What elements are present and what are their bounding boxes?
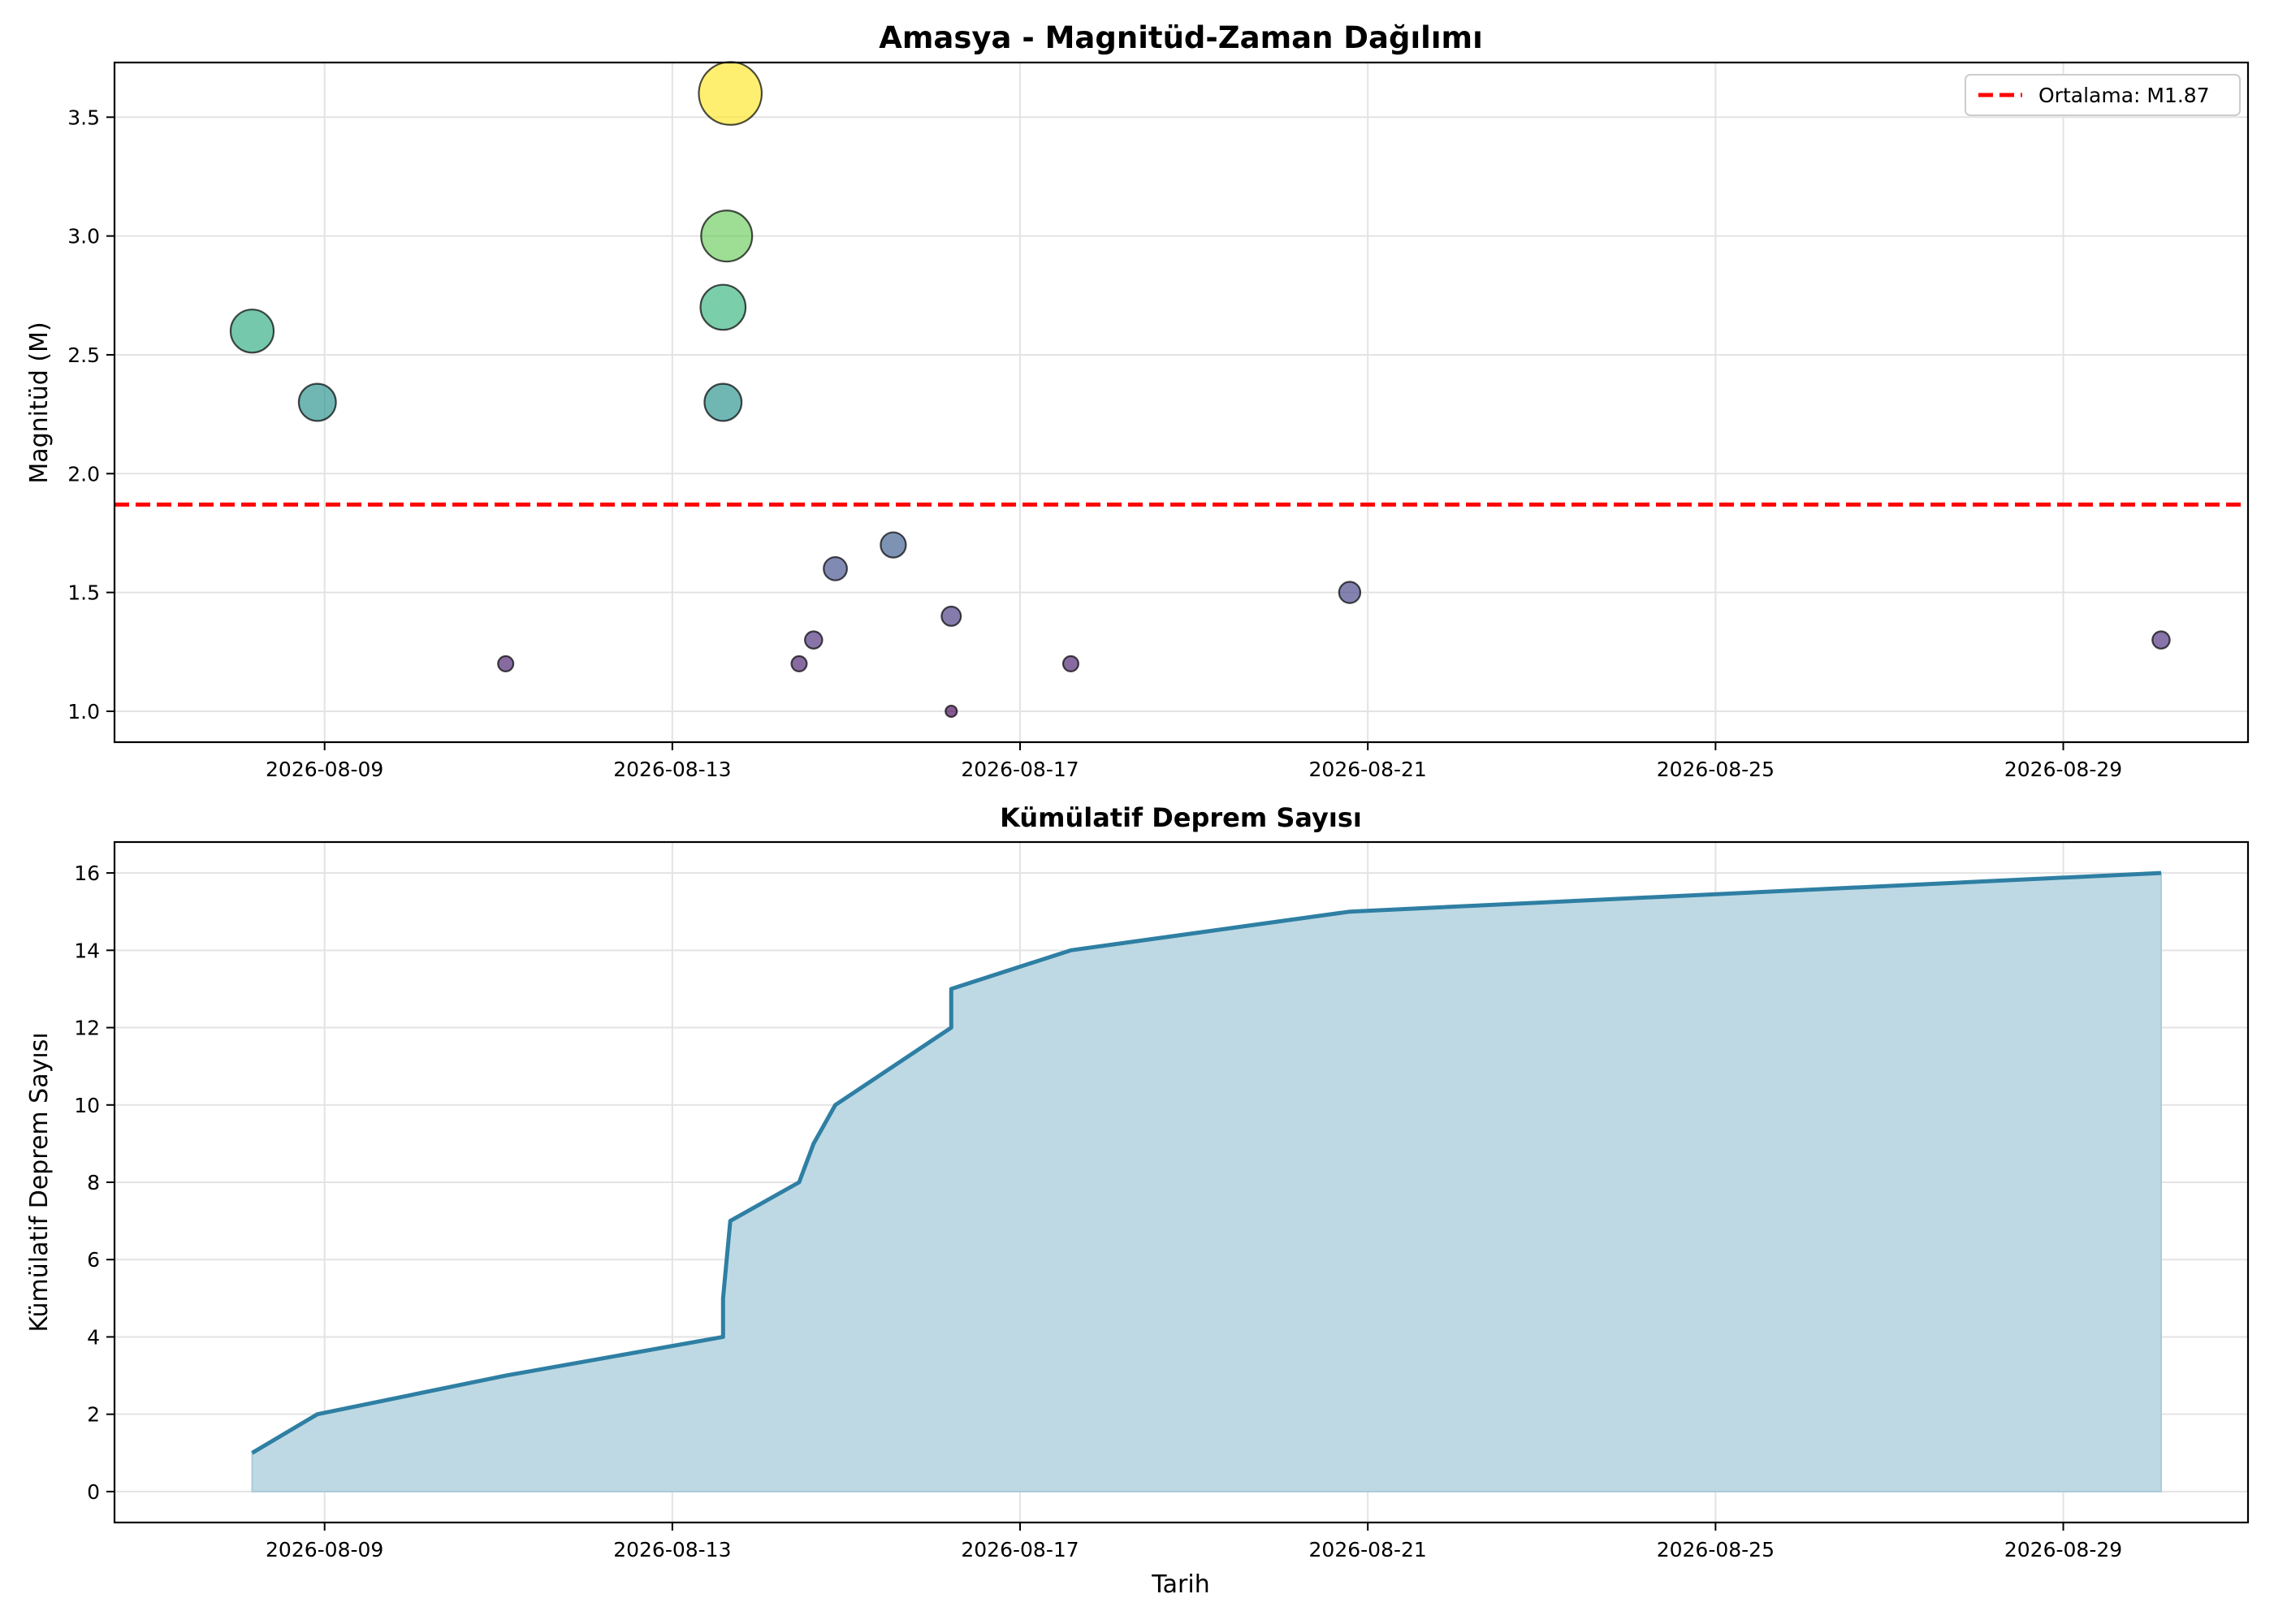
magnitude-x-tick-label: 2026-08-21 — [1309, 758, 1427, 781]
earthquake-point — [698, 61, 763, 126]
earthquake-point — [1061, 654, 1080, 672]
earthquake-point — [703, 382, 743, 422]
magnitude-y-axis-label: Magnitüd (M) — [25, 322, 54, 483]
cumulative-y-tick-label: 0 — [87, 1480, 100, 1504]
magnitude-time-panel: Amasya - Magnitüd-Zaman Dağılımı 2026-08… — [25, 20, 2250, 781]
cumulative-y-axis-label: Kümülatif Deprem Sayısı — [25, 1032, 54, 1332]
magnitude-x-tick-label: 2026-08-13 — [613, 758, 731, 781]
earthquake-point — [2151, 630, 2171, 650]
magnitude-points — [229, 61, 2171, 719]
earthquake-point — [823, 555, 848, 581]
legend-mean-label: Ortalama: M1.87 — [2038, 84, 2210, 107]
cumulative-chart-title: Kümülatif Deprem Sayısı — [1000, 802, 1362, 833]
earthquake-point — [790, 654, 808, 672]
earthquake-point — [945, 704, 958, 719]
magnitude-x-ticks: 2026-08-09 2026-08-13 2026-08-17 2026-08-21… — [266, 742, 2122, 781]
legend-box — [1965, 74, 2241, 116]
earthquake-point — [497, 654, 515, 672]
earthquake-point — [880, 531, 907, 559]
earthquake-point — [804, 630, 824, 650]
cumulative-x-tick-label: 2026-08-25 — [1657, 1538, 1775, 1561]
earthquake-point — [699, 283, 747, 331]
earthquake-point — [940, 605, 962, 627]
cumulative-x-ticks: 2026-08-09 2026-08-13 2026-08-17 2026-08-21… — [266, 1522, 2122, 1561]
magnitude-chart-title: Amasya - Magnitüd-Zaman Dağılımı — [879, 20, 1483, 55]
cumulative-y-tick-label: 4 — [87, 1325, 100, 1349]
magnitude-plot-frame — [113, 61, 2250, 744]
cumulative-y-tick-label: 14 — [74, 939, 100, 962]
cumulative-x-tick-label: 2026-08-09 — [266, 1538, 383, 1561]
cumulative-y-tick-label: 8 — [87, 1171, 100, 1194]
magnitude-x-tick-label: 2026-08-25 — [1657, 758, 1775, 781]
magnitude-x-tick-label: 2026-08-09 — [266, 758, 383, 781]
cumulative-x-tick-label: 2026-08-13 — [613, 1538, 731, 1561]
cumulative-count-line — [251, 870, 2162, 1455]
cumulative-x-tick-label: 2026-08-17 — [961, 1538, 1079, 1561]
cumulative-y-tick-label: 12 — [74, 1017, 100, 1040]
magnitude-y-tick-label: 1.0 — [67, 700, 100, 723]
cumulative-x-axis-label: Tarih — [1151, 1570, 1209, 1599]
magnitude-y-tick-label: 2.0 — [67, 462, 100, 486]
magnitude-x-tick-label: 2026-08-29 — [2004, 758, 2122, 781]
cumulative-y-tick-label: 10 — [74, 1094, 100, 1117]
magnitude-legend: Ortalama: M1.87 — [1965, 74, 2241, 116]
cumulative-count-panel: Kümülatif Deprem Sayısı 2026-08-09 2026-0… — [25, 802, 2250, 1599]
magnitude-y-tick-label: 3.5 — [67, 106, 100, 129]
magnitude-y-ticks: 1.0 1.5 2.0 2.5 3.0 3.5 — [67, 106, 115, 723]
cumulative-x-tick-label: 2026-08-21 — [1309, 1538, 1427, 1561]
cumulative-y-tick-label: 6 — [87, 1248, 100, 1272]
earthquake-point — [297, 382, 337, 422]
magnitude-y-tick-label: 3.0 — [67, 225, 100, 248]
cumulative-y-tick-label: 16 — [74, 862, 100, 885]
earthquake-point — [229, 309, 275, 354]
magnitude-x-tick-label: 2026-08-17 — [961, 758, 1079, 781]
earthquake-point — [1338, 581, 1362, 604]
magnitude-y-tick-label: 2.5 — [67, 343, 100, 367]
cumulative-area-layer — [251, 870, 2162, 1492]
magnitude-grid — [115, 63, 2248, 742]
cumulative-y-ticks: 0 2 4 6 8 10 12 14 16 — [74, 862, 115, 1504]
magnitude-y-tick-label: 1.5 — [67, 581, 100, 605]
earthquake-point — [700, 209, 754, 263]
cumulative-y-tick-label: 2 — [87, 1403, 100, 1427]
cumulative-x-tick-label: 2026-08-29 — [2004, 1538, 2122, 1561]
